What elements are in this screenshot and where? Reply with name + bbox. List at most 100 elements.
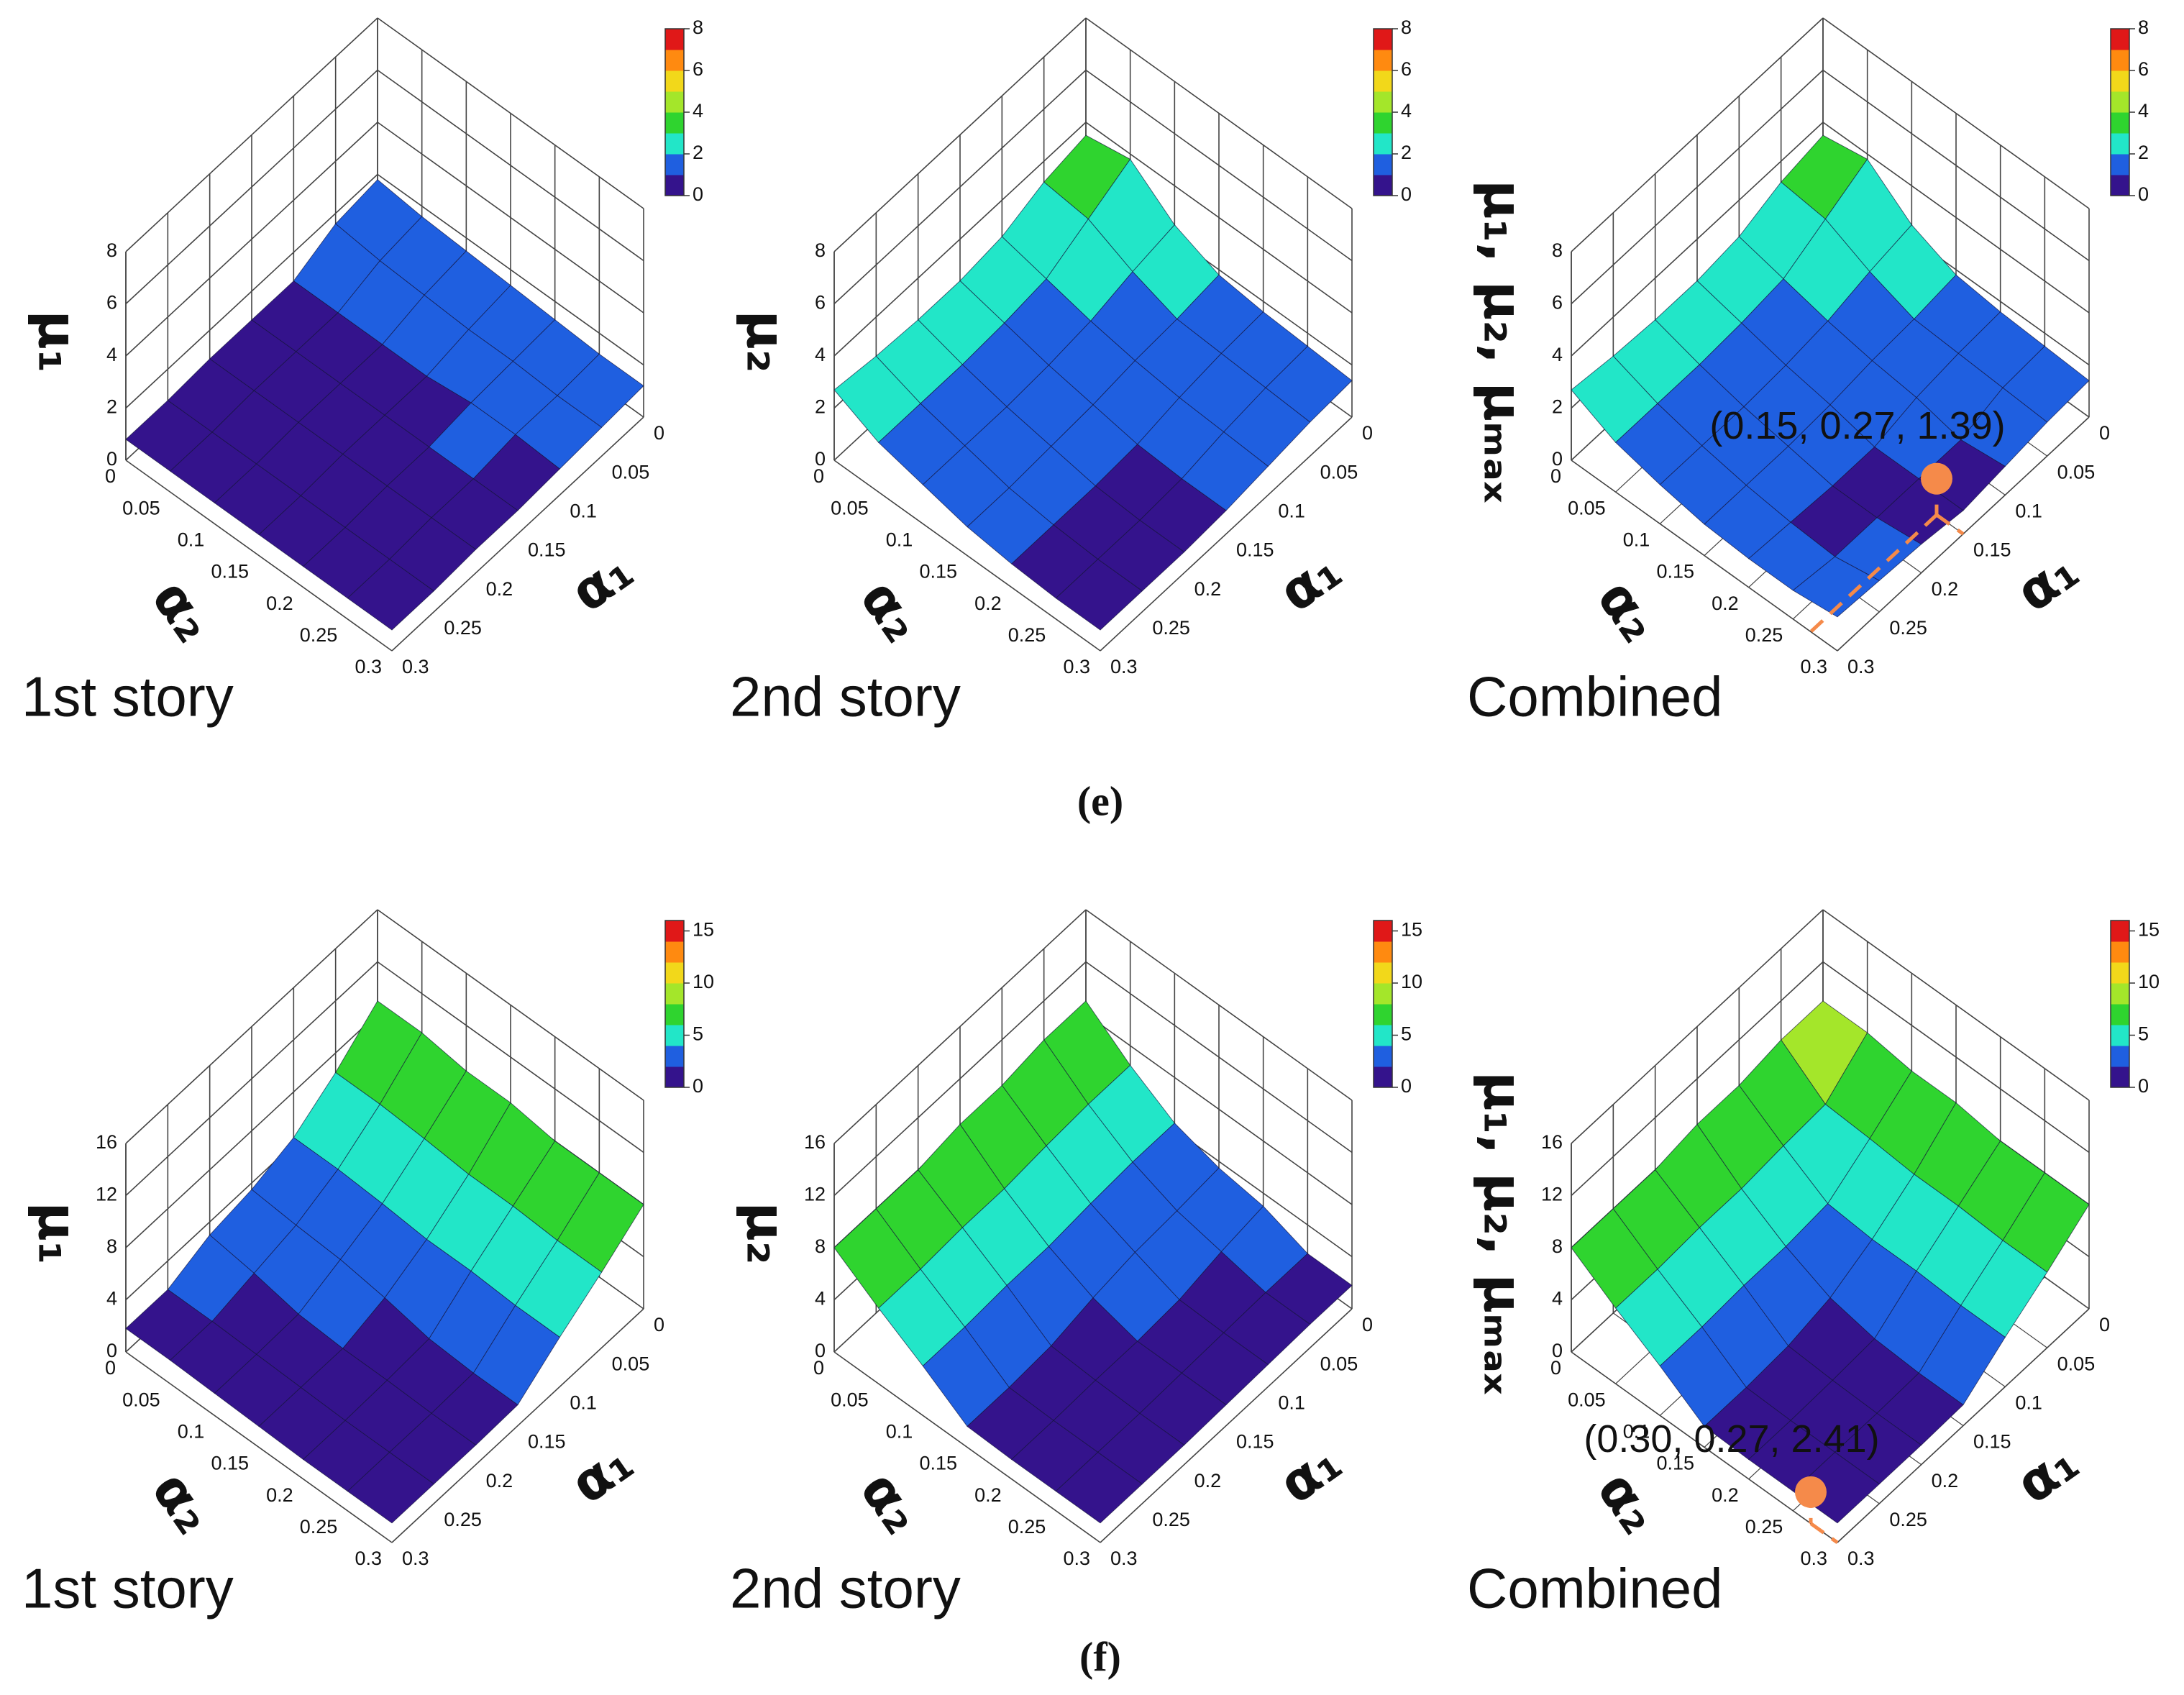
- colorbar-tick-label: 4: [2138, 100, 2149, 122]
- colorbar-tick-label: 2: [693, 142, 703, 163]
- y-tick-label: 0.2: [266, 593, 293, 614]
- y-tick-label: 0.3: [1800, 1548, 1827, 1569]
- z-tick-label: 0: [815, 448, 826, 470]
- y-tick-label: 0.2: [1712, 1484, 1739, 1506]
- plot: 048121600.050.10.150.20.250.300.050.10.1…: [1467, 909, 2160, 1620]
- y-tick-label: 0.2: [974, 593, 1002, 614]
- caption: 2nd story: [730, 1557, 961, 1620]
- z-tick-label: 12: [1541, 1184, 1563, 1205]
- axis-line: [1571, 460, 1838, 652]
- axis-line: [1100, 416, 1353, 652]
- colorbar-swatch: [665, 91, 684, 113]
- colorbar-swatch: [2111, 91, 2129, 113]
- y-tick-label: 0.3: [355, 656, 382, 677]
- z-tick-label: 6: [815, 292, 826, 314]
- wall-grid-line: [1822, 17, 2090, 209]
- wall-grid-line: [1085, 17, 1353, 209]
- colorbar-swatch: [2111, 154, 2129, 175]
- wall-grid-line: [833, 17, 1087, 252]
- surface-cell: [1055, 559, 1143, 631]
- colorbar-swatch: [665, 941, 684, 963]
- colorbar-swatch: [665, 1066, 684, 1088]
- x-tick-label: 0.2: [1194, 578, 1222, 600]
- wall-grid-line: [377, 961, 644, 1153]
- colorbar-tick-label: 6: [693, 58, 703, 80]
- wall-grid-line: [1085, 961, 1353, 1153]
- colorbar-swatch: [1374, 962, 1392, 984]
- y-tick-label: 0.3: [355, 1548, 382, 1569]
- z-tick-label: 0: [1552, 1340, 1563, 1361]
- z-tick-label: 8: [1552, 1235, 1563, 1257]
- wall-grid-line: [125, 909, 378, 1144]
- z-tick-label: 2: [106, 396, 117, 418]
- colorbar-tick-label: 8: [2138, 17, 2149, 38]
- wall-grid-line: [125, 961, 378, 1197]
- caption: 1st story: [22, 665, 234, 728]
- x-tick-label: 0.1: [2015, 500, 2042, 521]
- z-tick-label: 2: [815, 396, 826, 418]
- y-tick-label: 0: [1550, 465, 1561, 487]
- caption: Combined: [1467, 665, 1723, 728]
- colorbar-swatch: [2111, 133, 2129, 155]
- colorbar-swatch: [2111, 175, 2129, 196]
- wall-grid-line: [1822, 909, 2090, 1101]
- colorbar-swatch: [665, 1004, 684, 1025]
- z-tick-label: 8: [815, 239, 826, 261]
- y-tick-label: 0.3: [1800, 656, 1827, 677]
- colorbar-swatch: [2111, 50, 2129, 71]
- colorbar-swatch: [665, 1046, 684, 1067]
- x-tick-label: 0.25: [1889, 617, 1927, 639]
- annotation: (0.15, 0.27, 1.39): [1709, 404, 2005, 447]
- wall-grid-line: [833, 909, 1087, 1144]
- colorbar-tick-label: 15: [1401, 919, 1422, 941]
- colorbar-tick-label: 4: [693, 100, 703, 122]
- wall-grid-line: [377, 173, 644, 366]
- colorbar-tick-label: 6: [1401, 58, 1412, 80]
- colorbar-swatch: [1374, 133, 1392, 155]
- z-axis-title: μ₂: [734, 1202, 796, 1265]
- z-tick-label: 16: [804, 1131, 826, 1153]
- colorbar-tick-label: 0: [1401, 183, 1412, 205]
- colorbar-tick-label: 15: [693, 919, 714, 941]
- axis-line: [391, 1308, 644, 1543]
- x-tick-label: 0.2: [1932, 578, 1959, 600]
- colorbar-frame: [664, 920, 685, 1088]
- colorbar-swatch: [2111, 983, 2129, 1005]
- colorbar-swatch: [1374, 983, 1392, 1005]
- panel-label: (e): [1077, 777, 1123, 824]
- x-tick-label: 0.3: [1110, 656, 1138, 677]
- x-tick-label: 0.05: [1320, 461, 1358, 483]
- wall-grid-line: [125, 122, 378, 357]
- colorbar-tick-label: 8: [1401, 17, 1412, 38]
- x-tick-label: 0.3: [1847, 656, 1875, 677]
- colorbar-swatch: [1374, 920, 1392, 942]
- wall-grid-line: [1085, 122, 1353, 314]
- x-tick-label: 0.25: [444, 1509, 482, 1530]
- wall-grid-line: [1571, 909, 1824, 1144]
- x-axis-title: α₁: [2006, 1431, 2091, 1516]
- z-tick-label: 8: [106, 1235, 117, 1257]
- y-tick-label: 0.2: [974, 1484, 1002, 1506]
- x-tick-label: 0.05: [2057, 461, 2096, 483]
- z-tick-label: 0: [106, 448, 117, 470]
- colorbar-swatch: [1374, 50, 1392, 71]
- wall-grid-line: [1571, 17, 1824, 252]
- z-tick-label: 4: [106, 1288, 117, 1310]
- y-tick-label: 0.1: [886, 1420, 913, 1442]
- y-tick-label: 0.25: [1008, 1516, 1046, 1538]
- y-tick-label: 0.05: [1568, 497, 1606, 518]
- colorbar-swatch: [665, 154, 684, 175]
- x-tick-label: 0.2: [486, 578, 513, 600]
- y-tick-label: 0.25: [300, 624, 338, 646]
- x-tick-label: 0.3: [1110, 1548, 1138, 1569]
- y-tick-label: 0.2: [266, 1484, 293, 1506]
- y-tick-label: 0: [105, 1357, 116, 1379]
- wall-grid-line: [377, 122, 644, 314]
- colorbar-swatch: [2111, 1046, 2129, 1067]
- x-tick-label: 0.2: [486, 1470, 513, 1491]
- z-axis-title: μ₁, μ₂, μₘₐₓ: [1471, 1072, 1533, 1394]
- colorbar-swatch: [2111, 941, 2129, 963]
- colorbar-swatch: [665, 50, 684, 71]
- caption: 1st story: [22, 1557, 234, 1620]
